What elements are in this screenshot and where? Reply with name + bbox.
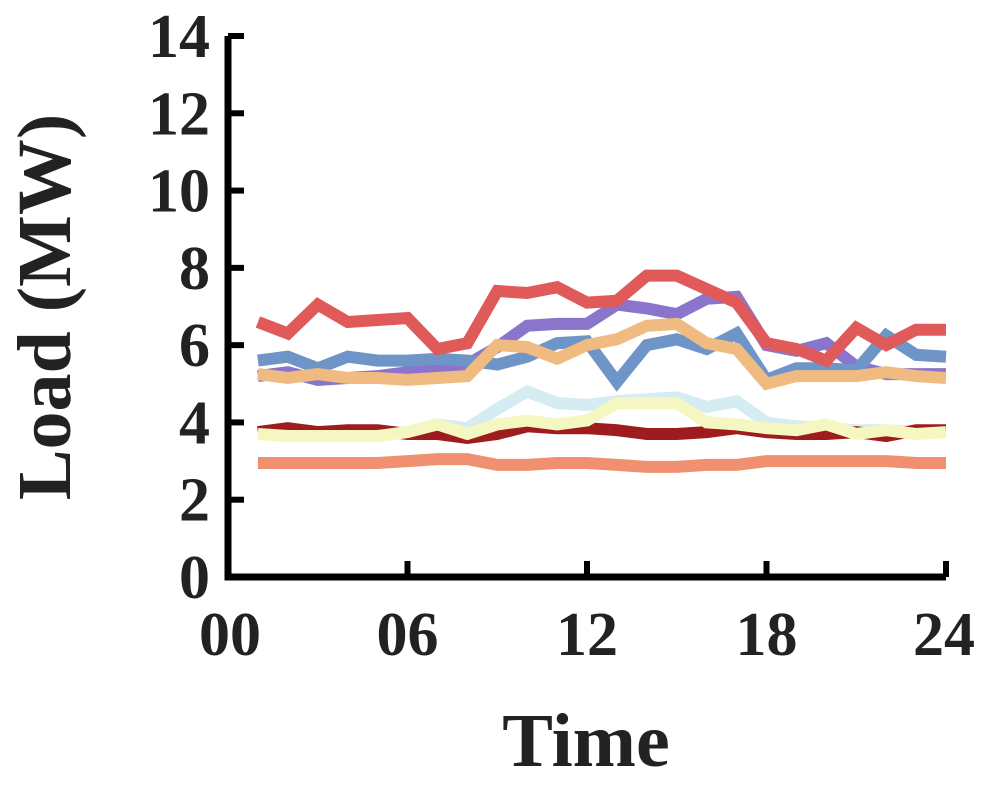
y-tick-label: 2 — [179, 467, 210, 535]
x-axis-ticks: 00 06 12 18 24 — [199, 561, 975, 669]
y-axis-ticks: 0 2 4 6 8 10 12 14 — [148, 3, 244, 612]
series-line-4 — [257, 317, 947, 391]
y-tick-label: 4 — [179, 389, 210, 457]
x-tick-label: 12 — [556, 601, 618, 669]
x-tick-label: 18 — [736, 601, 798, 669]
y-tick-label: 6 — [179, 312, 210, 380]
y-tick-label: 14 — [148, 3, 210, 71]
y-tick-label: 0 — [179, 544, 210, 612]
series-line-8 — [257, 453, 946, 473]
y-tick-label: 8 — [179, 235, 210, 303]
y-tick-label: 10 — [148, 158, 210, 226]
series-line-2 — [257, 325, 947, 392]
x-tick-label: 06 — [377, 601, 439, 669]
y-axis-title: Load (MW) — [3, 114, 87, 500]
series-line-3 — [255, 269, 946, 368]
series-layer — [255, 269, 947, 473]
series-line-7 — [257, 397, 947, 442]
x-tick-label: 24 — [913, 601, 975, 669]
x-axis-title: Time — [502, 699, 669, 783]
x-tick-label: 00 — [199, 601, 261, 669]
y-tick-label: 12 — [148, 80, 210, 148]
